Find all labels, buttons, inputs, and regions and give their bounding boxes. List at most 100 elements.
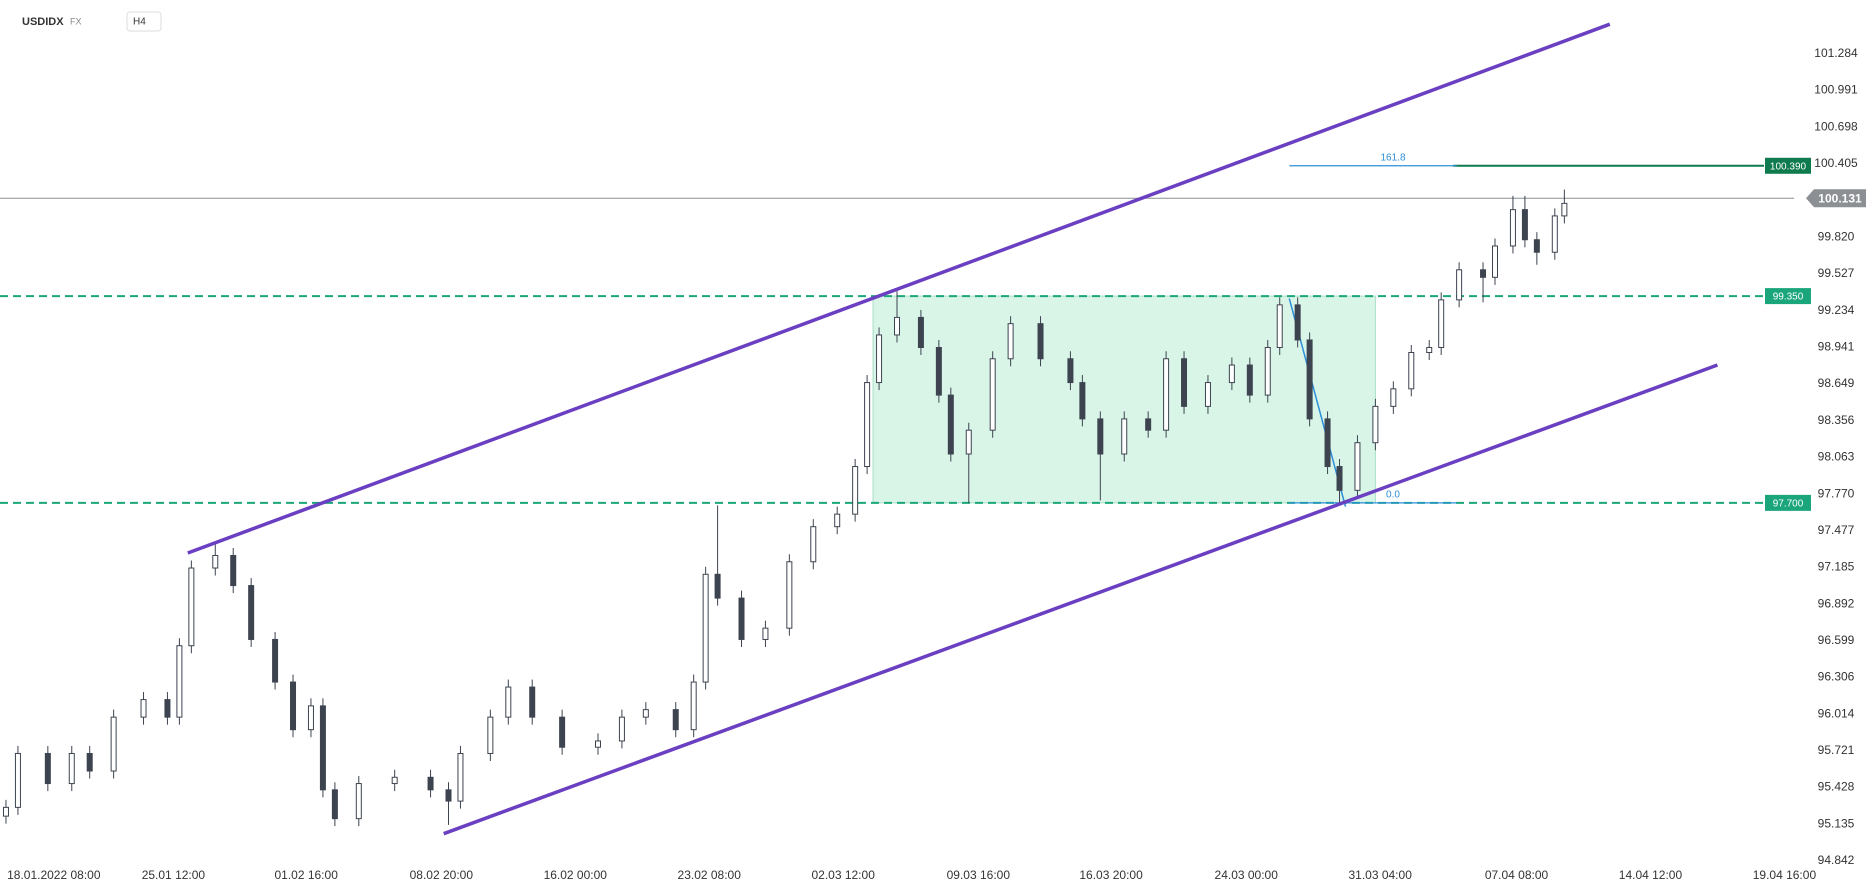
y-tick-label: 95.135 bbox=[1818, 816, 1855, 830]
market: FX bbox=[70, 16, 82, 26]
candle-body bbox=[529, 686, 536, 718]
y-tick-label: 99.820 bbox=[1818, 229, 1855, 243]
timeframe-box[interactable] bbox=[126, 11, 162, 32]
y-tick-label: 97.477 bbox=[1818, 523, 1855, 537]
candle-body bbox=[140, 699, 147, 718]
y-tick-label: 98.941 bbox=[1818, 340, 1855, 354]
candle-body bbox=[248, 585, 255, 640]
candle-body bbox=[1521, 209, 1528, 241]
candle-body bbox=[1480, 269, 1487, 278]
candle-body bbox=[894, 316, 900, 336]
x-tick-label: 25.01 12:00 bbox=[142, 868, 206, 882]
candle-body bbox=[1007, 323, 1014, 360]
candle-body bbox=[642, 709, 649, 718]
y-tick-label: 95.721 bbox=[1818, 743, 1855, 757]
candle-body bbox=[935, 346, 942, 396]
candle-body bbox=[445, 789, 452, 802]
y-tick-label: 96.599 bbox=[1818, 633, 1855, 647]
candle-body bbox=[762, 627, 769, 640]
candle-body bbox=[1037, 323, 1044, 360]
candle-body bbox=[1121, 418, 1128, 455]
y-tick-label: 100.698 bbox=[1814, 119, 1858, 133]
y-tick-label: 98.649 bbox=[1818, 376, 1855, 390]
last-price-label: 100.131 bbox=[1818, 191, 1862, 205]
candle-body bbox=[917, 316, 924, 348]
candle-body bbox=[1426, 346, 1433, 353]
candle-body bbox=[1276, 304, 1283, 348]
level-label: 100.390 bbox=[1770, 161, 1807, 172]
candle-body bbox=[810, 526, 817, 563]
candle-body bbox=[1324, 418, 1331, 468]
candle-body bbox=[1145, 418, 1152, 431]
symbol: USDIDX bbox=[22, 16, 64, 28]
y-tick-label: 98.356 bbox=[1818, 413, 1855, 427]
channel-line bbox=[187, 22, 1611, 555]
candle-body bbox=[1390, 388, 1397, 407]
candle-body bbox=[331, 789, 338, 820]
candle-body bbox=[505, 686, 512, 718]
candle-body bbox=[876, 334, 883, 384]
candle-body bbox=[989, 358, 996, 431]
y-tick-label: 99.527 bbox=[1818, 266, 1855, 280]
candle-body bbox=[307, 705, 314, 731]
candle-body bbox=[391, 776, 398, 785]
candle-body bbox=[1204, 382, 1211, 407]
candle-body bbox=[714, 573, 721, 599]
y-tick-label: 96.014 bbox=[1818, 706, 1855, 720]
x-tick-label: 19.04 16:00 bbox=[1753, 868, 1817, 882]
candle-body bbox=[1551, 215, 1558, 253]
candle-body bbox=[110, 716, 117, 772]
candle-body bbox=[852, 466, 859, 515]
candle-body bbox=[457, 752, 464, 802]
level-label-box bbox=[1765, 494, 1811, 511]
level-label: 99.350 bbox=[1773, 292, 1804, 303]
y-tick-label: 98.063 bbox=[1818, 450, 1855, 464]
candle-body bbox=[1509, 209, 1516, 247]
candle-body bbox=[1067, 358, 1074, 384]
candle-body bbox=[1372, 405, 1379, 444]
candle-body bbox=[1097, 418, 1104, 455]
timeframe[interactable]: H4 bbox=[133, 17, 146, 28]
candle-body bbox=[427, 776, 434, 791]
fib-label: 161.8 bbox=[1380, 152, 1405, 163]
candle-body bbox=[595, 740, 601, 748]
candle-body bbox=[290, 681, 297, 731]
candle-body bbox=[1294, 304, 1301, 341]
x-tick-label: 07.04 08:00 bbox=[1485, 868, 1549, 882]
candle-body bbox=[864, 382, 871, 468]
candle-body bbox=[618, 716, 625, 742]
candle-body bbox=[2, 806, 9, 817]
candle-body bbox=[1079, 382, 1086, 420]
x-tick-label: 01.02 16:00 bbox=[274, 868, 338, 882]
candle-body bbox=[690, 681, 697, 731]
range-box bbox=[872, 295, 1376, 504]
candle-body bbox=[1246, 364, 1253, 396]
candle-body bbox=[1264, 346, 1271, 396]
candle-body bbox=[965, 429, 972, 455]
candle-body bbox=[702, 573, 709, 683]
candle-body bbox=[1181, 358, 1188, 407]
candle-body bbox=[1163, 358, 1170, 431]
last-price-box bbox=[1806, 189, 1866, 208]
candle-body bbox=[212, 554, 219, 569]
candle-body bbox=[786, 561, 793, 629]
y-tick-label: 101.284 bbox=[1814, 46, 1858, 60]
level-label: 97.700 bbox=[1773, 499, 1804, 510]
level-label-box bbox=[1765, 288, 1811, 305]
candle-body bbox=[1456, 269, 1463, 301]
candle-body bbox=[355, 783, 362, 820]
candle-body bbox=[319, 705, 326, 791]
x-tick-label: 18.01.2022 08:00 bbox=[7, 868, 101, 882]
candle-body bbox=[1408, 351, 1415, 390]
candle-body bbox=[68, 752, 75, 785]
candle-body bbox=[1533, 239, 1540, 253]
candle-body bbox=[188, 567, 195, 647]
level-label-box bbox=[1765, 157, 1811, 174]
candle-body bbox=[230, 554, 237, 587]
candle-body bbox=[176, 645, 183, 718]
candle-body bbox=[1492, 245, 1498, 278]
candle-body bbox=[1336, 466, 1343, 491]
candle-body bbox=[1228, 364, 1235, 384]
